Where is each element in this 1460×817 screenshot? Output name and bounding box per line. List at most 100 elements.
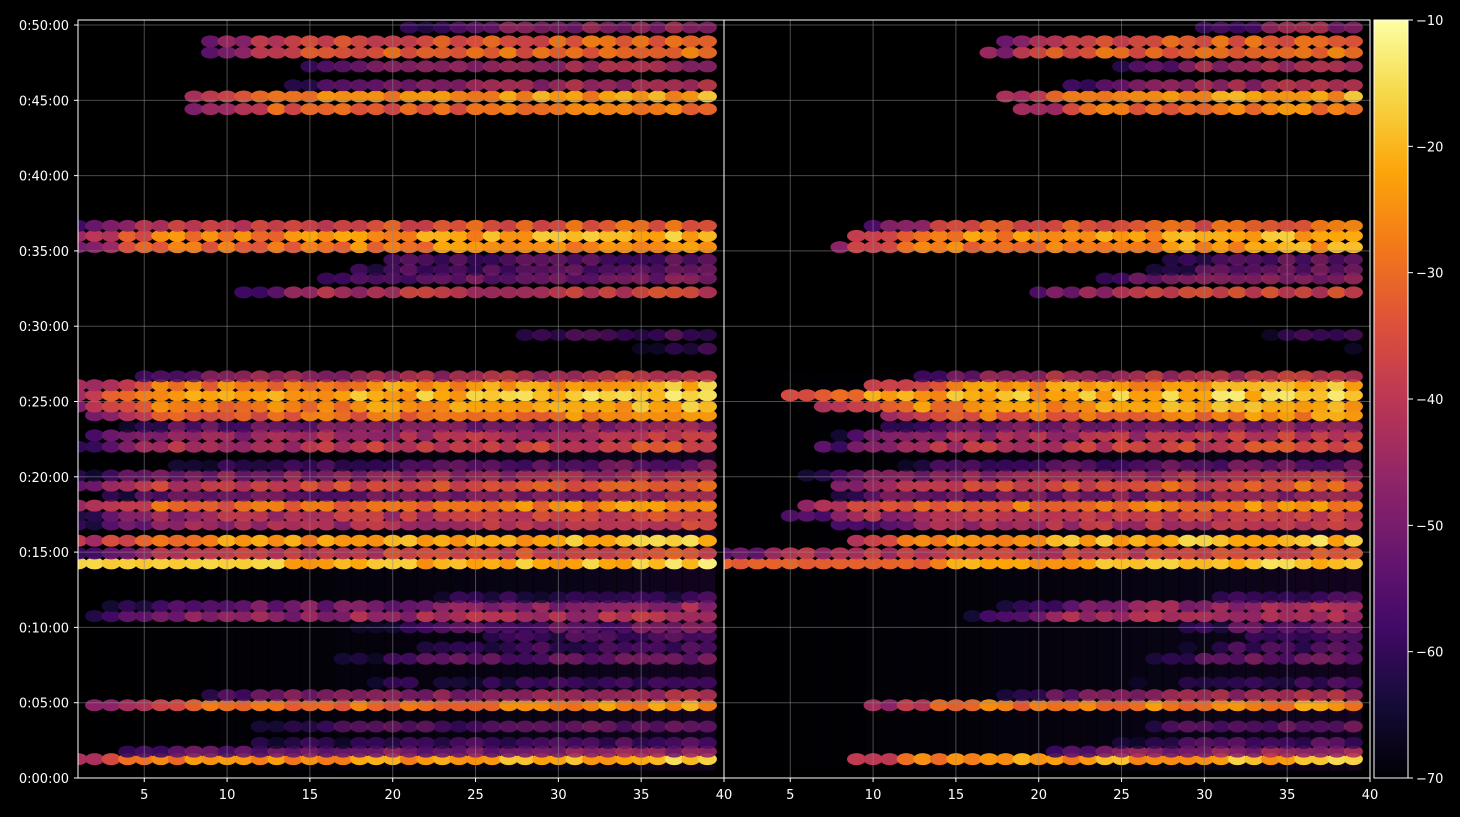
spectral-cell	[1012, 547, 1032, 560]
spectral-cell	[1178, 676, 1198, 689]
spectral-cell	[1145, 241, 1165, 254]
spectral-cell	[581, 429, 601, 442]
spectral-cell	[1294, 219, 1314, 232]
spectral-cell	[979, 518, 999, 531]
spectral-cell	[565, 79, 585, 92]
spectral-cell	[432, 79, 452, 92]
spectral-cell	[1078, 420, 1098, 433]
spectral-cell	[847, 534, 867, 547]
spectral-cell	[1294, 652, 1314, 665]
spectral-cell	[697, 557, 717, 570]
spectral-cell	[432, 440, 452, 453]
spectral-cell	[648, 676, 668, 689]
spectral-cell	[648, 420, 668, 433]
spectral-cell	[664, 720, 684, 733]
spectral-cell	[1327, 400, 1347, 413]
spectral-cell	[350, 272, 370, 285]
spectral-cell	[1261, 610, 1281, 623]
spectral-cell	[1244, 389, 1264, 402]
spectral-cell	[1045, 518, 1065, 531]
spectral-cell	[1211, 489, 1231, 502]
spectral-cell	[1244, 469, 1264, 482]
spectral-cell	[615, 600, 635, 613]
spectral-cell	[598, 46, 618, 59]
x-tick-label: 5	[786, 788, 794, 803]
spectral-cell	[399, 60, 419, 73]
spectral-cell	[333, 745, 353, 758]
spectral-cell	[201, 534, 221, 547]
spectral-cell	[565, 745, 585, 758]
spectral-cell	[283, 103, 303, 116]
spectral-cell	[565, 429, 585, 442]
spectral-cell	[962, 753, 982, 766]
spectral-cell	[499, 547, 519, 560]
spectral-cell	[118, 610, 138, 623]
spectral-cell	[830, 489, 850, 502]
spectral-cell	[1343, 745, 1363, 758]
spectral-cell	[151, 429, 171, 442]
spectral-cell	[664, 429, 684, 442]
spectral-cell	[499, 479, 519, 492]
spectral-cell	[1244, 459, 1264, 472]
spectral-cell	[1045, 600, 1065, 613]
spectral-cell	[532, 79, 552, 92]
spectral-cell	[1310, 652, 1330, 665]
spectral-cell	[1145, 509, 1165, 522]
spectral-cell	[333, 103, 353, 116]
spectral-cell	[1012, 389, 1032, 402]
spectral-cell	[1227, 499, 1247, 512]
spectral-cell	[532, 219, 552, 232]
spectral-cell	[167, 534, 187, 547]
spectral-cell	[482, 630, 502, 643]
spectral-cell	[1310, 489, 1330, 502]
spectral-cell	[432, 219, 452, 232]
spectral-cell	[366, 272, 386, 285]
spectral-cell	[184, 103, 204, 116]
spectral-cell	[118, 479, 138, 492]
spectral-cell	[962, 489, 982, 502]
spectral-cell	[151, 699, 171, 712]
spectral-cell	[1294, 90, 1314, 103]
spectral-cell	[85, 557, 105, 570]
spectral-cell	[1161, 90, 1181, 103]
spectral-cell	[482, 103, 502, 116]
spectral-cell	[250, 400, 270, 413]
spectral-cell	[1327, 489, 1347, 502]
spectral-cell	[267, 229, 287, 242]
spectral-cell	[416, 35, 436, 48]
spectral-cell	[167, 518, 187, 531]
spectral-cell	[929, 400, 949, 413]
spectral-cell	[681, 35, 701, 48]
spectral-cell	[565, 652, 585, 665]
x-axis-left: 5 10 15 20 25 30 35 40	[140, 778, 732, 803]
spectral-cell	[681, 591, 701, 604]
spectral-cell	[151, 499, 171, 512]
spectral-cell	[1012, 479, 1032, 492]
spectral-cell	[267, 600, 287, 613]
x-tick-label: 30	[1196, 788, 1213, 803]
spectral-cell	[532, 745, 552, 758]
spectral-cell	[615, 641, 635, 654]
spectral-cell	[697, 103, 717, 116]
spectral-cell	[731, 547, 751, 560]
spectral-cell	[1294, 60, 1314, 73]
spectral-cell	[697, 509, 717, 522]
spectral-cell	[416, 736, 436, 749]
spectral-cell	[1095, 518, 1115, 531]
spectral-cell	[432, 600, 452, 613]
spectral-cell	[1261, 652, 1281, 665]
spectral-cell	[648, 253, 668, 266]
spectral-cell	[267, 689, 287, 702]
spectral-cell	[1211, 720, 1231, 733]
spectral-cell	[1294, 103, 1314, 116]
y-tick-label: 0:05:00	[19, 697, 69, 712]
spectral-cell	[366, 79, 386, 92]
spectral-cell	[515, 420, 535, 433]
spectral-cell	[167, 409, 187, 422]
spectral-cell	[1227, 420, 1247, 433]
spectral-cell	[85, 389, 105, 402]
spectral-cell	[1062, 610, 1082, 623]
spectral-cell	[1128, 440, 1148, 453]
spectral-cell	[1294, 35, 1314, 48]
